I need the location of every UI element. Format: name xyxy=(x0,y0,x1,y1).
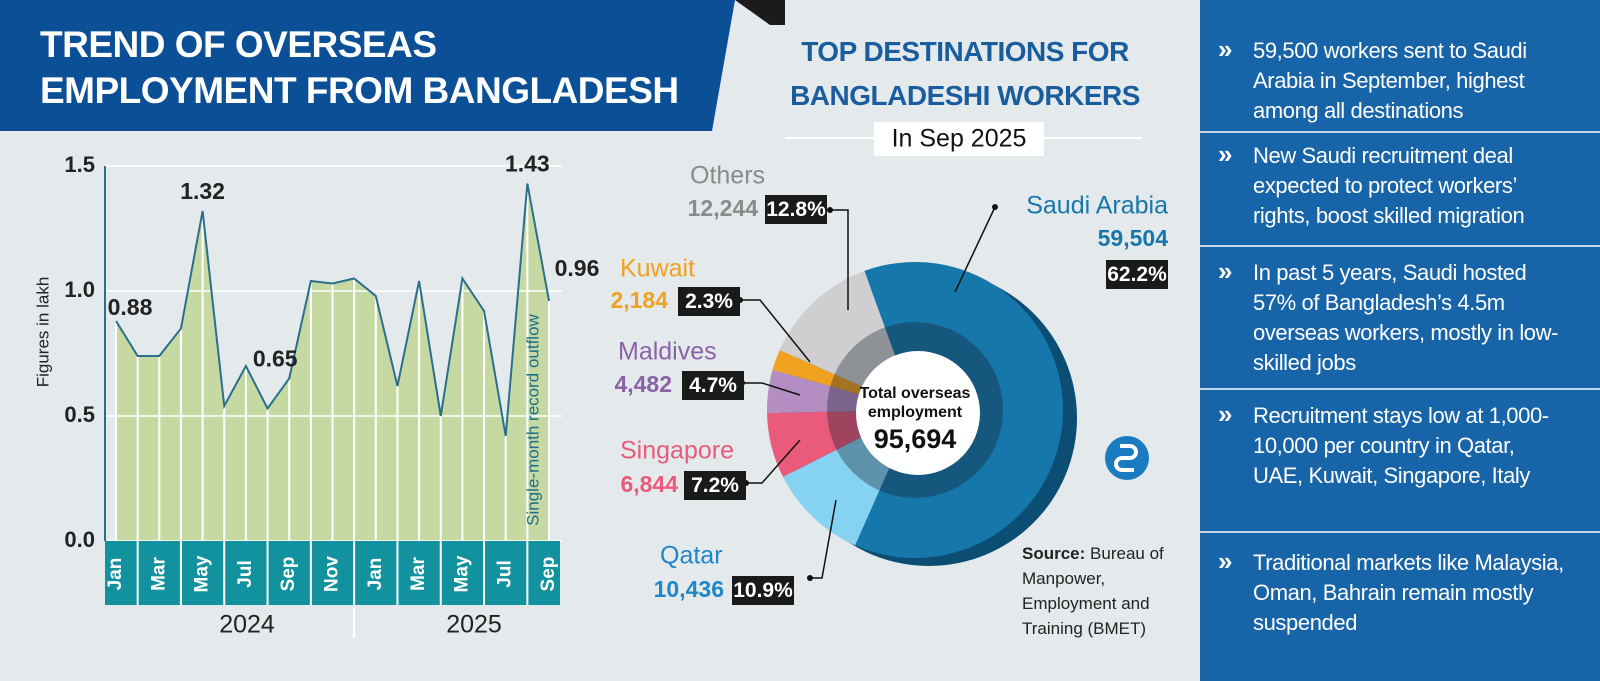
slice-value: 2,184 xyxy=(610,287,668,313)
data-label: 0.88 xyxy=(108,294,153,320)
slice-name: Others xyxy=(690,162,765,190)
slice-name: Kuwait xyxy=(620,255,695,283)
y-tick-label: 1.5 xyxy=(64,152,95,177)
leader-dot xyxy=(992,204,998,210)
logo-mark xyxy=(1114,444,1138,472)
year-label: 2025 xyxy=(446,611,502,639)
bullet: » xyxy=(1218,256,1233,286)
percent-box xyxy=(765,195,827,224)
slice-value: 10,436 xyxy=(654,576,724,602)
percent-box xyxy=(684,471,746,500)
x-tick-label: Mar xyxy=(148,557,169,591)
x-tick-label: Sep xyxy=(538,557,559,592)
leader-dot xyxy=(827,207,833,213)
data-label: 1.43 xyxy=(505,151,550,177)
y-tick-label: 0.0 xyxy=(64,527,95,552)
year-label: 2024 xyxy=(219,611,275,639)
percent-box xyxy=(678,287,740,316)
pie-subtitle: In Sep 2025 xyxy=(892,125,1027,153)
line xyxy=(115,183,550,437)
x-tick-label: Jan xyxy=(105,558,126,591)
percent-label: 12.8% xyxy=(766,198,826,221)
source-text: Bureau of Manpower, Employment and Train… xyxy=(1022,544,1164,638)
data-label: 1.32 xyxy=(180,178,225,204)
y-tick-label: 1.0 xyxy=(64,277,95,302)
percent-label: 2.3% xyxy=(685,290,733,313)
x-tick-label: Nov xyxy=(322,556,343,592)
bullet: » xyxy=(1218,546,1233,576)
percent-label: 7.2% xyxy=(691,474,739,497)
annotation: Single-month record outflow xyxy=(523,313,542,525)
note: Traditional markets like Malaysia, Oman,… xyxy=(1253,550,1564,635)
x-tick-label: May xyxy=(192,555,213,592)
y-axis-label: Figures in lakh xyxy=(33,277,52,388)
center-label: Total overseas employment xyxy=(859,385,971,421)
note: 59,500 workers sent to Saudi Arabia in S… xyxy=(1253,38,1527,123)
percent-box xyxy=(682,371,744,400)
center-hole xyxy=(856,351,980,475)
x-tick-label: Jan xyxy=(365,558,386,591)
bullet: » xyxy=(1218,139,1233,169)
source: Source: Bureau of Manpower, Employment a… xyxy=(1022,541,1192,641)
slice-name: Qatar xyxy=(660,542,723,570)
leader-line xyxy=(954,206,996,293)
header-notch xyxy=(735,0,785,25)
slice-value: 12,244 xyxy=(688,195,759,221)
data-label: 0.96 xyxy=(555,255,600,281)
percent-label: 4.7% xyxy=(689,374,737,397)
leader-line xyxy=(830,209,849,310)
x-tick-label: Jul xyxy=(495,560,516,587)
note: In past 5 years, Saudi hosted 57% of Ban… xyxy=(1253,260,1559,375)
notes-panel xyxy=(1200,0,1600,681)
main-title: TREND OF OVERSEAS EMPLOYMENT FROM BANGLA… xyxy=(40,24,679,111)
note: Recruitment stays low at 1,000-10,000 pe… xyxy=(1253,403,1549,488)
pie-title: TOP DESTINATIONS FOR BANGLADESHI WORKERS xyxy=(790,36,1140,111)
source-label: Source: xyxy=(1022,544,1086,563)
percent-box xyxy=(732,576,794,605)
percent-box xyxy=(1106,260,1168,289)
note: New Saudi recruitment deal expected to p… xyxy=(1253,143,1525,228)
bullet: » xyxy=(1218,399,1233,429)
percent-label: 62.2% xyxy=(1107,263,1167,286)
data-label: 0.65 xyxy=(253,346,298,372)
y-tick-label: 0.5 xyxy=(64,402,95,427)
x-tick-label: May xyxy=(451,555,472,592)
slice-name: Singapore xyxy=(620,437,734,465)
slice-name: Maldives xyxy=(618,338,717,366)
leader-line xyxy=(742,382,801,396)
x-tick-label: Sep xyxy=(278,557,299,592)
percent-label: 10.9% xyxy=(733,579,793,602)
slice-value: 4,482 xyxy=(614,371,672,397)
header-band xyxy=(0,0,735,131)
leader-line xyxy=(810,499,837,579)
slice-name: Saudi Arabia xyxy=(1026,192,1168,220)
x-tick-label: Jul xyxy=(235,560,256,587)
leader-line xyxy=(740,299,811,363)
subtitle-box xyxy=(874,122,1044,156)
bullet: » xyxy=(1218,34,1233,64)
slice-value: 6,844 xyxy=(620,471,678,497)
leader-dot xyxy=(807,575,813,581)
leader-line xyxy=(746,439,801,484)
center-value: 95,694 xyxy=(874,424,957,454)
slice-value: 59,504 xyxy=(1098,225,1169,251)
x-tick-label: Mar xyxy=(408,557,429,591)
